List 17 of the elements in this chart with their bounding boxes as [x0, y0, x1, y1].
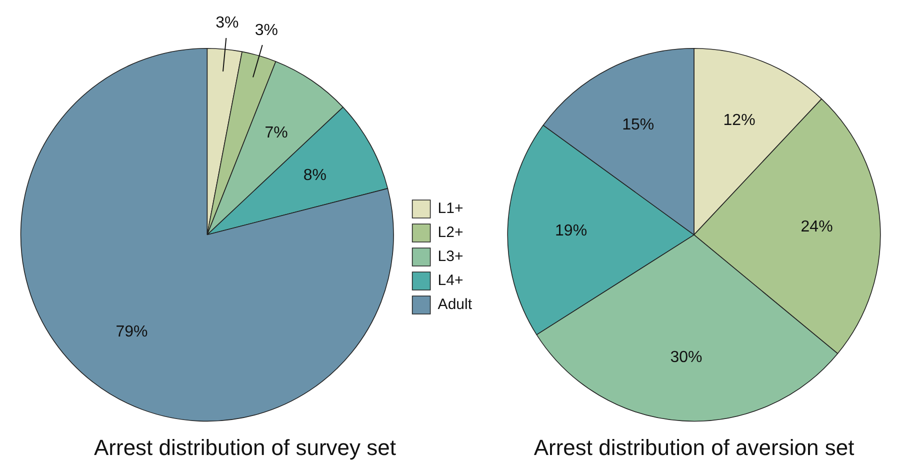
data-label: 8% — [303, 166, 327, 184]
legend-label: Adult — [438, 296, 473, 314]
legend-label: L1+ — [438, 200, 464, 218]
data-label: 24% — [800, 218, 833, 236]
legend-label: L2+ — [438, 224, 464, 242]
data-label: 3% — [254, 22, 278, 40]
data-label: 30% — [670, 348, 702, 366]
data-label: 7% — [264, 124, 288, 142]
data-label: 3% — [216, 14, 239, 32]
text: Arrest distribution of survey set — [94, 434, 396, 460]
legend-label: L3+ — [438, 248, 464, 266]
data-label: 19% — [555, 222, 588, 240]
data-label: 79% — [116, 323, 148, 340]
data-label: 15% — [622, 116, 654, 134]
data-label: 12% — [723, 112, 756, 129]
text: Arrest distribution of aversion set — [534, 434, 854, 460]
legend-label: L4+ — [438, 272, 464, 290]
